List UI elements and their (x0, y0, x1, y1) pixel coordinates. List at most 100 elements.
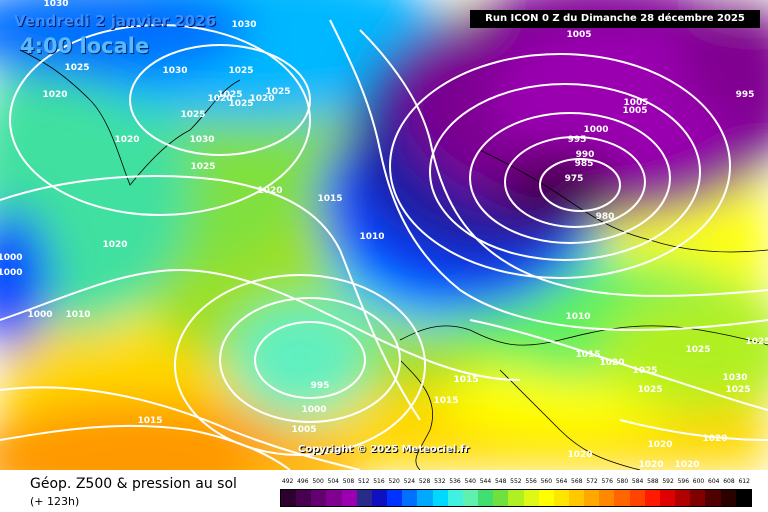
scale-color-swatch (402, 490, 418, 506)
isobar-label: 1020 (567, 450, 592, 460)
isobar-label: 1005 (291, 425, 316, 435)
scale-value-label: 536 (449, 478, 461, 485)
scale-color-swatch (599, 490, 615, 506)
scale-value-label: 548 (494, 478, 507, 485)
scale-value-label: 516 (373, 478, 385, 485)
isobar-label: 995 (736, 90, 755, 100)
isobar-label: 1020 (647, 440, 672, 450)
scale-value-label: 532 (434, 478, 446, 485)
scale-value-label: 580 (616, 478, 629, 485)
scale-color-swatch (417, 490, 433, 506)
isobar-label: 1020 (674, 460, 699, 470)
isobar-label: 1015 (317, 194, 342, 204)
scale-color-swatch (462, 490, 479, 506)
scale-color-swatch (387, 490, 403, 506)
isobar-label: 1010 (65, 310, 90, 320)
scale-color-swatch (675, 490, 691, 506)
scale-value-label: 572 (586, 478, 598, 485)
isobar-label: 1015 (453, 375, 478, 385)
isobar-label: 1025 (190, 162, 215, 172)
isobar-label: 1030 (162, 66, 187, 76)
isobar-label: 1025 (685, 345, 710, 355)
isobar-label: 1030 (43, 0, 68, 9)
scale-value-label: 540 (464, 478, 476, 485)
scale-value-label: 612 (738, 478, 750, 485)
scale-color-swatch (508, 490, 524, 506)
scale-color-swatch (705, 490, 721, 506)
isobar-label: 1025 (745, 337, 768, 347)
isobar-label: 1005 (623, 98, 648, 108)
scale-color-swatch (523, 490, 539, 506)
scale-value-label: 508 (342, 478, 355, 485)
isobar-label: 975 (565, 174, 584, 184)
isobar-label: 1020 (207, 94, 232, 104)
scale-value-label: 556 (525, 478, 537, 485)
isobar-lines (0, 19, 768, 470)
forecast-map: 1030 1030 1025 1030 1025 1020 1025 1020 … (0, 0, 768, 470)
scale-color-swatch (584, 490, 600, 506)
scale-value-label: 552 (510, 478, 522, 485)
scale-value-label: 592 (662, 478, 674, 485)
map-footer: Géop. Z500 & pression au sol (+ 123h) 49… (0, 470, 768, 512)
isobar-label: 1000 (583, 125, 608, 135)
isobar-label: 1000 (0, 268, 23, 278)
scale-color-swatch (644, 490, 660, 506)
scale-color-swatch (447, 490, 463, 506)
isobar-label: 1000 (301, 405, 326, 415)
scale-color-swatch (720, 490, 736, 506)
isobar-label: 1020 (257, 186, 282, 196)
scale-color-swatch (296, 490, 312, 506)
copyright-text: Copyright © 2025 Meteociel.fr (298, 444, 470, 455)
scale-color-swatch (493, 490, 509, 506)
isobar-label: 1025 (637, 385, 662, 395)
scale-value-label: 568 (571, 478, 583, 485)
isobar-label: 1000 (27, 310, 52, 320)
scale-color-swatch (311, 490, 327, 506)
isobar-label: 1030 (722, 373, 747, 383)
isobar-label: 1025 (632, 366, 657, 376)
scale-color-swatch (341, 490, 357, 506)
scale-value-label: 504 (327, 478, 339, 485)
scale-color-swatch (690, 490, 706, 506)
isobar-label: 1000 (0, 253, 23, 263)
isobar-label: 1025 (265, 87, 290, 97)
scale-color-swatch (568, 490, 585, 506)
scale-color-swatch (659, 490, 676, 506)
scale-value-label: 560 (540, 478, 553, 485)
isobar-label: 1020 (638, 460, 663, 470)
forecast-date: Vendredi 2 janvier 2026 (14, 12, 217, 30)
scale-value-label: 604 (708, 478, 720, 485)
scale-value-label: 496 (297, 478, 309, 485)
isobar-label: 1005 (566, 30, 591, 40)
scale-labels: 492 496 500 504 508 512 516 520 524 528 532 536 540 5… (280, 476, 752, 488)
isobar-label: 1015 (575, 350, 600, 360)
scale-value-label: 492 (281, 478, 294, 485)
scale-color-swatch (629, 490, 645, 506)
scale-value-label: 576 (601, 478, 613, 485)
scale-color-swatch (538, 490, 554, 506)
lead-time: (+ 123h) (30, 495, 80, 508)
isobar-label: 1020 (599, 358, 624, 368)
scale-value-label: 544 (479, 478, 492, 485)
scale-color-swatch (478, 490, 494, 506)
isobar-label: 985 (575, 159, 594, 169)
scale-value-label: 500 (312, 478, 324, 485)
isobar-label: 980 (596, 212, 615, 222)
isobar-label: 1020 (114, 135, 139, 145)
isobar-label: 1025 (228, 99, 253, 109)
scale-color-swatch (326, 490, 342, 506)
scale-value-label: 564 (555, 478, 568, 485)
isobar-label: 1030 (189, 135, 214, 145)
scale-value-label: 524 (403, 478, 416, 485)
isobar-labels: 1030 1030 1025 1030 1025 1020 1025 1020 … (0, 0, 768, 470)
scale-value-label: 584 (631, 478, 644, 485)
scale-color-swatch (614, 490, 630, 506)
isobar-label: 1010 (565, 312, 590, 322)
scale-color-swatch (553, 490, 569, 506)
scale-value-label: 600 (692, 478, 705, 485)
isobar-label: 1025 (228, 66, 253, 76)
isobar-label: 1020 (702, 434, 727, 444)
scale-value-label: 608 (723, 478, 735, 485)
scale-color-swatch (281, 490, 297, 506)
